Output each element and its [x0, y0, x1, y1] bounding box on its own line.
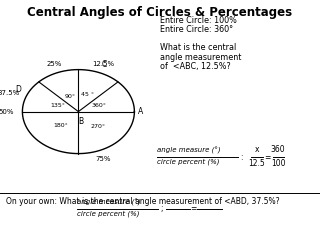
Text: 45 °: 45 °	[81, 92, 94, 97]
Text: What is the central: What is the central	[160, 43, 236, 52]
Text: 360: 360	[271, 145, 285, 154]
Text: angle measure (°): angle measure (°)	[157, 147, 220, 154]
Text: 135°: 135°	[50, 103, 65, 108]
Text: of  <ABC, 12.5%?: of <ABC, 12.5%?	[160, 62, 231, 72]
Text: B: B	[78, 117, 83, 126]
Text: Entire Circle: 360°: Entire Circle: 360°	[160, 25, 233, 34]
Text: 75%: 75%	[95, 156, 111, 162]
Text: :: :	[240, 153, 243, 162]
Text: 50%: 50%	[0, 108, 14, 115]
Text: 90°: 90°	[64, 94, 75, 99]
Text: =: =	[190, 204, 197, 213]
Text: angle measure (°): angle measure (°)	[77, 198, 140, 206]
Text: 37.5%: 37.5%	[0, 90, 19, 96]
Text: 12.5: 12.5	[249, 159, 265, 168]
Text: 270°: 270°	[90, 124, 105, 129]
Text: 12.5%: 12.5%	[92, 61, 114, 67]
Text: Central Angles of Circles & Percentages: Central Angles of Circles & Percentages	[28, 6, 292, 19]
Text: 360°: 360°	[92, 103, 107, 108]
Text: =: =	[265, 153, 271, 162]
Text: 180°: 180°	[53, 123, 68, 128]
Text: D: D	[15, 85, 21, 94]
Text: Entire Circle: 100%: Entire Circle: 100%	[160, 16, 237, 25]
Text: angle measurement: angle measurement	[160, 53, 241, 62]
Text: 25%: 25%	[46, 61, 61, 67]
Text: 100: 100	[271, 159, 285, 168]
Text: x: x	[255, 145, 259, 154]
Text: A: A	[138, 107, 143, 116]
Text: C: C	[102, 60, 107, 69]
Text: On your own: What is the central angle measurement of <ABD, 37.5%?: On your own: What is the central angle m…	[6, 197, 280, 206]
Text: circle percent (%): circle percent (%)	[157, 159, 219, 166]
Text: circle percent (%): circle percent (%)	[77, 210, 139, 217]
Text: ;: ;	[160, 204, 163, 213]
